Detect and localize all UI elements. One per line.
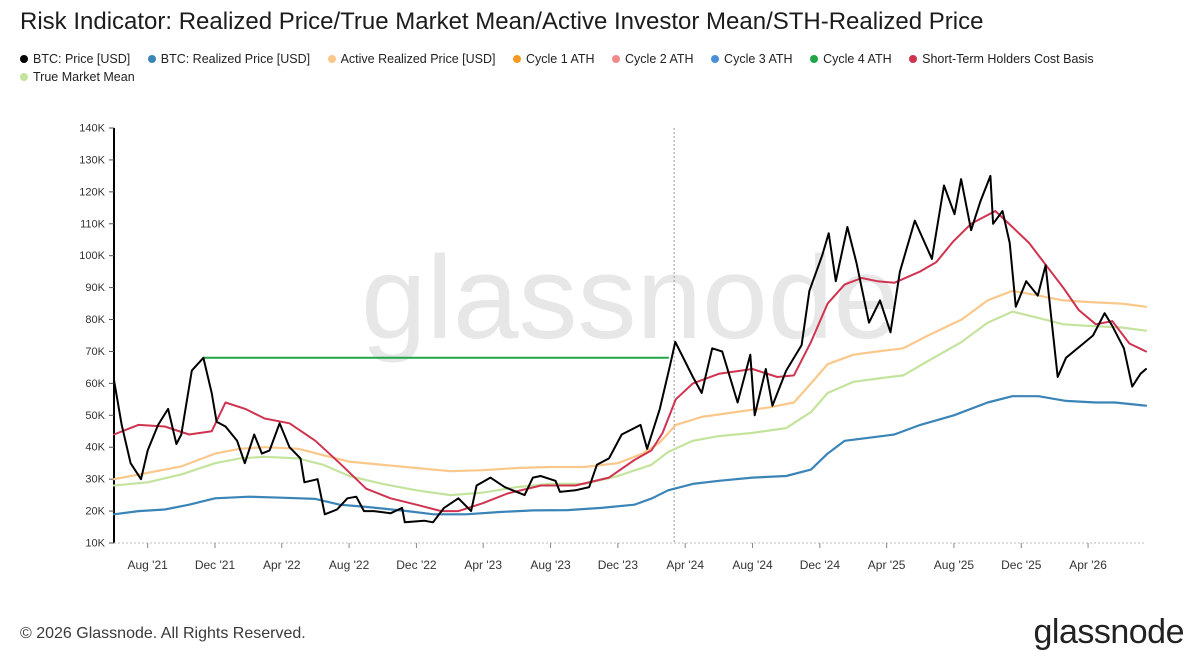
legend-label: Cycle 3 ATH (724, 52, 793, 66)
x-tick-label: Apr '23 (464, 558, 502, 572)
legend-label: Short-Term Holders Cost Basis (922, 52, 1094, 66)
line-chart: glassnode 10K 20K 30K 40K 50K 60K 70K 80K 90K 100… (79, 123, 1148, 572)
x-tick-label: Apr '24 (666, 558, 704, 572)
legend-item-cycle-2-ath[interactable]: Cycle 2 ATH (612, 50, 694, 68)
legend-dot-icon (20, 55, 28, 63)
legend-label: BTC: Realized Price [USD] (160, 52, 311, 66)
x-tick-label: Dec '22 (396, 558, 437, 572)
plot-area (112, 128, 1148, 543)
legend-label: Cycle 2 ATH (625, 52, 694, 66)
x-tick-label: Apr '22 (263, 558, 301, 572)
legend-label: True Market Mean (33, 70, 135, 84)
chart-title: Risk Indicator: Realized Price/True Mark… (20, 8, 984, 35)
y-tick-label: 10K (85, 538, 105, 550)
y-tick-label: 20K (85, 506, 105, 518)
y-tick-label: 60K (85, 378, 105, 390)
x-tick-label: Aug '21 (128, 558, 169, 572)
x-tick-label: Apr '25 (868, 558, 906, 572)
legend-label: Cycle 1 ATH (525, 52, 595, 66)
y-tick-label: 40K (85, 442, 105, 454)
x-tick-label: Aug '22 (329, 558, 370, 572)
y-tick-label: 30K (85, 474, 105, 486)
active-realized-price-line (112, 289, 1148, 481)
y-tick-label: 130K (79, 154, 105, 166)
true-market-mean-line (112, 310, 1148, 497)
x-tick-label: Dec '25 (1001, 558, 1042, 572)
legend-item-true-market-mean[interactable]: True Market Mean (20, 68, 135, 86)
y-tick-label: 50K (85, 410, 105, 422)
legend-dot-icon (909, 55, 918, 63)
legend-label: Cycle 4 ATH (823, 52, 892, 66)
legend-label: BTC: Price [USD] (33, 52, 131, 66)
x-tick-label: Aug '24 (732, 558, 773, 572)
x-tick-label: Dec '24 (800, 558, 841, 572)
legend-dot-icon (612, 55, 621, 63)
watermark-text: glassnode (361, 232, 899, 364)
y-axis: 10K 20K 30K 40K 50K 60K 70K 80K 90K 100K 110K 120K 1… (79, 123, 115, 550)
x-tick-label: Apr '26 (1069, 558, 1107, 572)
x-tick-label: Aug '23 (530, 558, 571, 572)
y-tick-label: 70K (85, 346, 105, 358)
legend: BTC: Price [USD] BTC: Realized Price [US… (20, 50, 1180, 86)
x-axis: Aug '21 Dec '21 Apr '22 Aug '22 Dec '22 Apr '… (114, 542, 1146, 572)
legend-dot-icon (512, 55, 521, 63)
y-tick-label: 100K (79, 250, 105, 262)
legend-dot-icon (711, 55, 720, 63)
btc-price-line (113, 174, 1147, 524)
y-tick-label: 110K (80, 218, 106, 230)
legend-item-cycle-3-ath[interactable]: Cycle 3 ATH (711, 50, 793, 68)
x-tick-label: Dec '21 (195, 558, 236, 572)
sth-cost-basis-line (113, 210, 1147, 513)
x-tick-label: Dec '23 (598, 558, 639, 572)
y-tick-label: 80K (85, 314, 105, 326)
legend-dot-icon (20, 73, 28, 81)
legend-dot-icon (810, 55, 819, 63)
legend-item-cycle-4-ath[interactable]: Cycle 4 ATH (810, 50, 892, 68)
x-tick-label: Aug '25 (934, 558, 975, 572)
realized-price-line (112, 395, 1148, 516)
legend-item-btc-price[interactable]: BTC: Price [USD] (20, 50, 130, 68)
legend-dot-icon (147, 55, 156, 63)
legend-dot-icon (327, 55, 336, 63)
glassnode-logo: glassnode (1033, 613, 1184, 651)
legend-label: Active Realized Price [USD] (340, 52, 496, 66)
legend-item-active-realized-price[interactable]: Active Realized Price [USD] (327, 50, 496, 68)
legend-item-sth-cost-basis[interactable]: Short-Term Holders Cost Basis (909, 50, 1094, 68)
y-tick-label: 90K (85, 282, 105, 294)
copyright-text: © 2026 Glassnode. All Rights Reserved. (20, 625, 306, 642)
y-tick-label: 120K (79, 186, 105, 198)
legend-item-cycle-1-ath[interactable]: Cycle 1 ATH (512, 50, 595, 68)
y-tick-label: 140K (79, 123, 105, 135)
legend-item-realized-price[interactable]: BTC: Realized Price [USD] (147, 50, 311, 68)
